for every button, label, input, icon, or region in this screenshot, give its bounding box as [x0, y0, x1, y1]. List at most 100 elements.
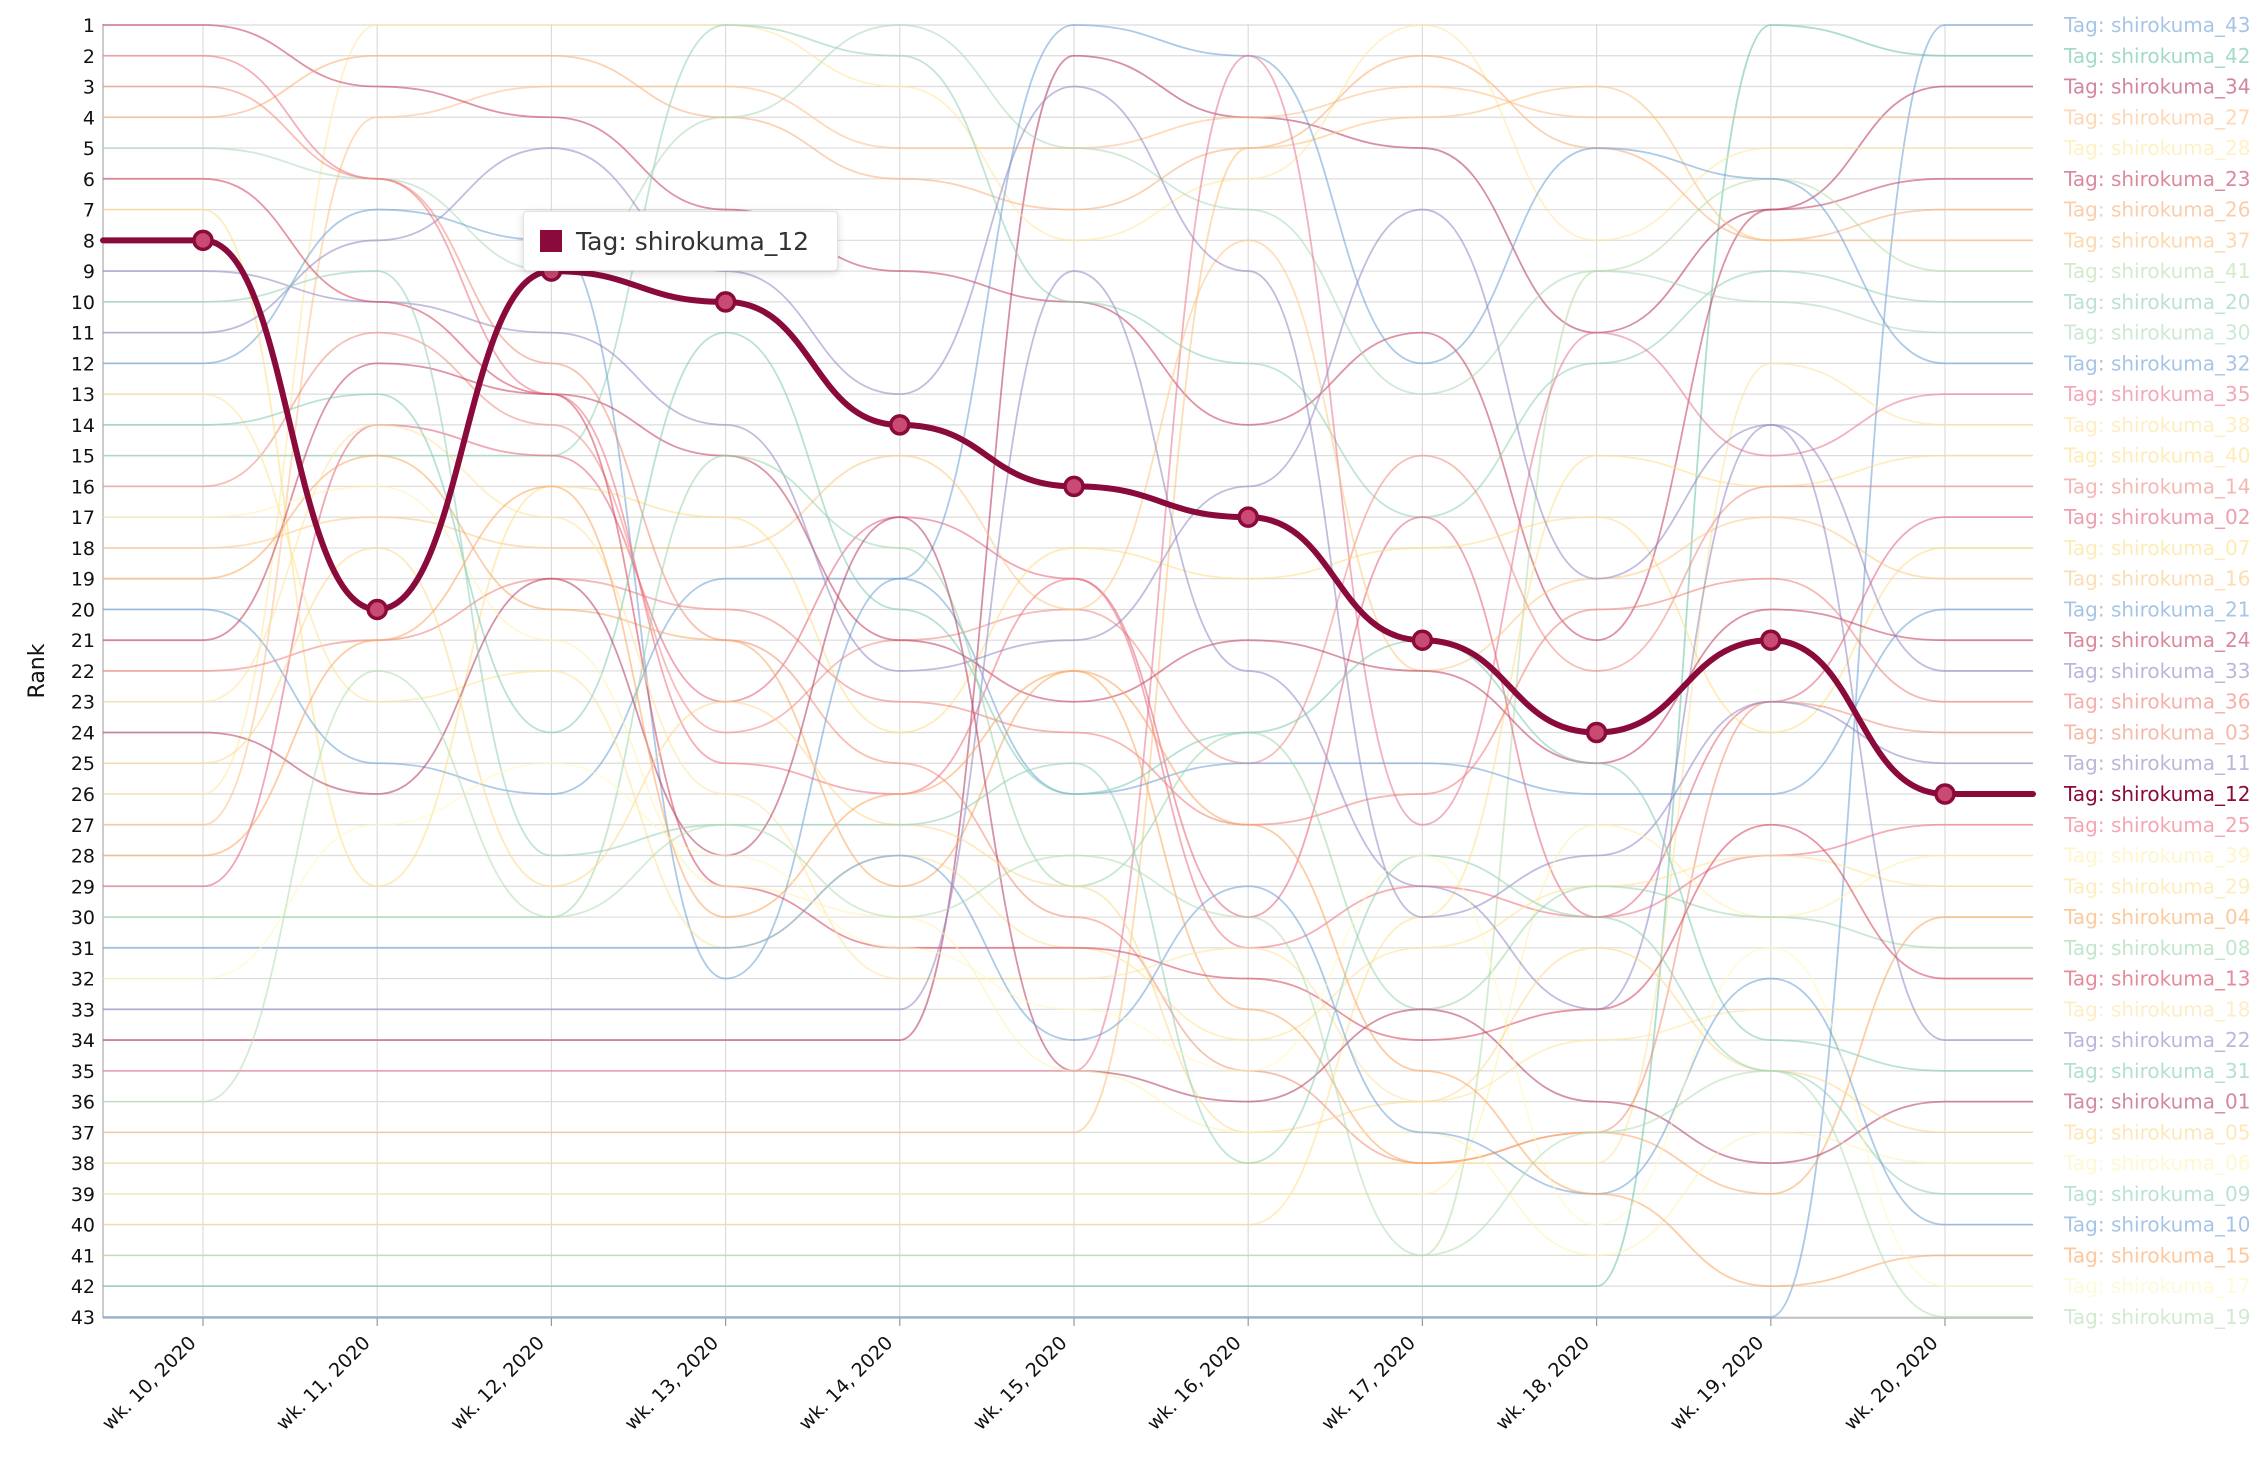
legend-item-shirokuma-11[interactable]: Tag: shirokuma_11 — [2063, 751, 2250, 775]
legend-item-shirokuma-18[interactable]: Tag: shirokuma_18 — [2063, 997, 2250, 1021]
legend-item-shirokuma-34[interactable]: Tag: shirokuma_34 — [2063, 75, 2250, 99]
legend-item-shirokuma-04[interactable]: Tag: shirokuma_04 — [2063, 905, 2250, 929]
series-line-shirokuma-22[interactable] — [103, 270, 2033, 1041]
data-point-shirokuma-12-1[interactable] — [366, 598, 388, 621]
series-line-shirokuma-39[interactable] — [103, 823, 2033, 1195]
data-point-shirokuma-12-0[interactable] — [192, 229, 214, 252]
series-line-shirokuma-34[interactable] — [103, 54, 2033, 1041]
series-line-shirokuma-18[interactable] — [103, 423, 2033, 1103]
legend-item-shirokuma-41[interactable]: Tag: shirokuma_41 — [2063, 259, 2250, 283]
series-tooltip: Tag: shirokuma_12 — [523, 211, 838, 271]
series-line-shirokuma-33[interactable] — [103, 208, 2033, 672]
series-line-shirokuma-41[interactable] — [103, 177, 2033, 1257]
legend-item-shirokuma-13[interactable]: Tag: shirokuma_13 — [2063, 967, 2250, 991]
series-line-shirokuma-35[interactable] — [103, 54, 2033, 1072]
legend-item-shirokuma-06[interactable]: Tag: shirokuma_06 — [2063, 1151, 2250, 1175]
series-line-shirokuma-28[interactable] — [103, 24, 2033, 795]
legend-item-shirokuma-31[interactable]: Tag: shirokuma_31 — [2063, 1059, 2250, 1083]
series-line-shirokuma-32[interactable] — [103, 24, 2033, 980]
legend-item-shirokuma-07[interactable]: Tag: shirokuma_07 — [2063, 536, 2250, 560]
data-point-shirokuma-12-8[interactable] — [1585, 721, 1608, 744]
legend-item-shirokuma-37[interactable]: Tag: shirokuma_37 — [2063, 228, 2250, 252]
data-point-shirokuma-12-9[interactable] — [1760, 629, 1782, 651]
series-line-shirokuma-37[interactable] — [103, 85, 2033, 1134]
series-line-shirokuma-17[interactable] — [103, 762, 2033, 1288]
series-line-shirokuma-36[interactable] — [103, 577, 2033, 826]
series-line-shirokuma-06[interactable] — [103, 485, 2033, 1257]
legend-item-shirokuma-16[interactable]: Tag: shirokuma_16 — [2063, 567, 2250, 591]
legend-item-shirokuma-23[interactable]: Tag: shirokuma_23 — [2063, 167, 2250, 191]
y-tick-label: 41 — [71, 1245, 95, 1267]
highlighted-series[interactable] — [100, 229, 2036, 805]
legend-item-shirokuma-15[interactable]: Tag: shirokuma_15 — [2063, 1243, 2250, 1267]
series-line-shirokuma-12[interactable] — [100, 237, 2036, 797]
legend-item-shirokuma-03[interactable]: Tag: shirokuma_03 — [2063, 720, 2250, 744]
legend-item-shirokuma-42[interactable]: Tag: shirokuma_42 — [2063, 44, 2250, 68]
data-point-shirokuma-12-10[interactable] — [1934, 783, 1956, 805]
legend-item-shirokuma-43[interactable]: Tag: shirokuma_43 — [2063, 13, 2250, 37]
series-line-shirokuma-01[interactable] — [103, 516, 2033, 1165]
legend-item-shirokuma-26[interactable]: Tag: shirokuma_26 — [2063, 198, 2250, 222]
legend-item-shirokuma-17[interactable]: Tag: shirokuma_17 — [2063, 1274, 2250, 1298]
legend-item-shirokuma-22[interactable]: Tag: shirokuma_22 — [2063, 1028, 2250, 1052]
data-point-shirokuma-12-6[interactable] — [1237, 506, 1259, 528]
series-line-shirokuma-25[interactable] — [103, 54, 2033, 949]
legend-item-shirokuma-24[interactable]: Tag: shirokuma_24 — [2063, 628, 2250, 652]
legend-item-shirokuma-12[interactable]: Tag: shirokuma_12 — [2063, 782, 2250, 806]
legend-item-shirokuma-40[interactable]: Tag: shirokuma_40 — [2063, 444, 2250, 468]
legend-item-shirokuma-01[interactable]: Tag: shirokuma_01 — [2063, 1090, 2250, 1114]
legend-item-shirokuma-25[interactable]: Tag: shirokuma_25 — [2063, 813, 2250, 837]
data-point-shirokuma-12-4[interactable] — [889, 414, 911, 436]
series-line-shirokuma-24[interactable] — [103, 362, 2033, 765]
series-line-shirokuma-42[interactable] — [103, 24, 2033, 1288]
series-line-shirokuma-11[interactable] — [103, 85, 2033, 918]
legend-item-shirokuma-29[interactable]: Tag: shirokuma_29 — [2063, 874, 2250, 898]
data-point-shirokuma-12-5[interactable] — [1063, 475, 1085, 498]
y-tick-label: 20 — [71, 599, 95, 621]
legend-item-shirokuma-30[interactable]: Tag: shirokuma_30 — [2063, 321, 2250, 345]
legend-item-shirokuma-14[interactable]: Tag: shirokuma_14 — [2063, 474, 2250, 498]
series-line-shirokuma-14[interactable] — [103, 331, 2033, 765]
series-line-shirokuma-09[interactable] — [103, 270, 2033, 1195]
series-line-shirokuma-21[interactable] — [103, 577, 2033, 795]
legend-item-shirokuma-39[interactable]: Tag: shirokuma_39 — [2063, 844, 2250, 868]
series-line-shirokuma-23[interactable] — [103, 24, 2033, 642]
legend-item-shirokuma-38[interactable]: Tag: shirokuma_38 — [2063, 413, 2250, 437]
legend-item-shirokuma-10[interactable]: Tag: shirokuma_10 — [2063, 1213, 2250, 1237]
legend-item-shirokuma-05[interactable]: Tag: shirokuma_05 — [2063, 1120, 2250, 1144]
legend-item-shirokuma-20[interactable]: Tag: shirokuma_20 — [2063, 290, 2250, 314]
series-line-shirokuma-40[interactable] — [103, 454, 2033, 1226]
data-point-shirokuma-12-3[interactable] — [714, 291, 737, 313]
series-line-shirokuma-31[interactable] — [103, 331, 2033, 1072]
series-line-shirokuma-38[interactable] — [103, 362, 2033, 1165]
series-line-shirokuma-15[interactable] — [103, 485, 2033, 1288]
data-point-shirokuma-12-7[interactable] — [1411, 629, 1434, 651]
legend-item-shirokuma-02[interactable]: Tag: shirokuma_02 — [2063, 505, 2250, 529]
series-line-shirokuma-29[interactable] — [103, 393, 2033, 1041]
series-line-shirokuma-19[interactable] — [103, 670, 2033, 1318]
series-line-shirokuma-10[interactable] — [103, 854, 2033, 1226]
legend-item-shirokuma-08[interactable]: Tag: shirokuma_08 — [2063, 936, 2250, 960]
series-line-shirokuma-30[interactable] — [103, 24, 2033, 396]
series-line-shirokuma-26[interactable] — [103, 54, 2033, 242]
y-tick-label: 3 — [83, 77, 95, 99]
legend-item-shirokuma-09[interactable]: Tag: shirokuma_09 — [2063, 1182, 2250, 1206]
legend-item-shirokuma-32[interactable]: Tag: shirokuma_32 — [2063, 351, 2250, 375]
y-tick-label: 27 — [71, 815, 95, 837]
series-line-shirokuma-16[interactable] — [103, 239, 2033, 672]
legend-item-shirokuma-28[interactable]: Tag: shirokuma_28 — [2063, 136, 2250, 160]
legend-item-shirokuma-19[interactable]: Tag: shirokuma_19 — [2063, 1305, 2250, 1329]
y-tick-label: 17 — [71, 507, 95, 529]
legend-item-shirokuma-27[interactable]: Tag: shirokuma_27 — [2063, 105, 2250, 129]
legend-item-shirokuma-33[interactable]: Tag: shirokuma_33 — [2063, 659, 2250, 683]
legend-item-shirokuma-21[interactable]: Tag: shirokuma_21 — [2063, 597, 2250, 621]
series-line-shirokuma-27[interactable] — [103, 85, 2033, 826]
legend-item-shirokuma-36[interactable]: Tag: shirokuma_36 — [2063, 690, 2250, 714]
legend-item-shirokuma-35[interactable]: Tag: shirokuma_35 — [2063, 382, 2250, 406]
x-tick-label: wk. 18, 2020 — [1491, 1332, 1594, 1435]
series-line-shirokuma-05[interactable] — [103, 547, 2033, 1134]
series-line-shirokuma-43[interactable] — [103, 24, 2033, 1318]
series-line-shirokuma-02[interactable] — [103, 423, 2033, 918]
series-line-shirokuma-03[interactable] — [103, 85, 2033, 1165]
y-tick-label: 33 — [71, 999, 95, 1021]
